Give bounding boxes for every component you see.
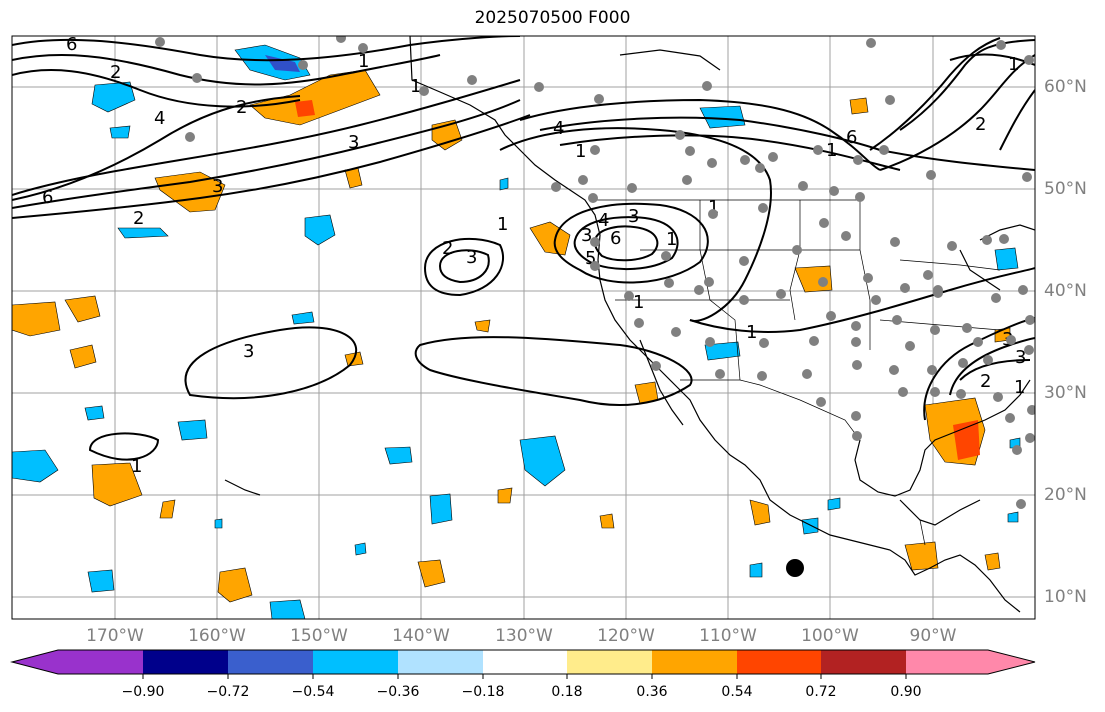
contour-label: 5 bbox=[585, 248, 596, 269]
contour-labels: 6 2 1 2 1 3 4 4 3 6 2 2 3 3 1 1 1 1 4 3 … bbox=[42, 34, 1026, 477]
colorbar-tick-label: −0.90 bbox=[121, 684, 165, 700]
contour-label: 2 bbox=[110, 62, 121, 83]
contour-label: 6 bbox=[846, 127, 857, 148]
contour-label: 3 bbox=[212, 176, 223, 197]
colorbar-tick-label: −0.72 bbox=[206, 684, 250, 700]
colorbar-tick-label: 0.36 bbox=[636, 684, 668, 700]
colorbar-tick-label: 0.18 bbox=[551, 684, 583, 700]
contour-label: 4 bbox=[154, 108, 165, 129]
contour-label: 1 bbox=[131, 456, 142, 477]
contour-label: 4 bbox=[598, 210, 609, 231]
lon-label: 90°W bbox=[909, 626, 957, 646]
lat-label: 10°N bbox=[1044, 587, 1087, 607]
lon-label: 120°W bbox=[597, 626, 655, 646]
contour-label: 1 bbox=[666, 229, 677, 250]
coastlines bbox=[224, 36, 1035, 613]
highlight-marker-dot bbox=[786, 559, 804, 577]
negative-anomaly-patches bbox=[12, 44, 1021, 619]
colorbar-tick-label: 0.54 bbox=[721, 684, 753, 700]
strong-positive-cores bbox=[295, 100, 980, 460]
lon-label: 110°W bbox=[699, 626, 757, 646]
contour-label: 3 bbox=[1015, 347, 1026, 368]
contour-label: 3 bbox=[348, 132, 359, 153]
lat-label: 30°N bbox=[1044, 383, 1087, 403]
colorbar-tick-label: −0.54 bbox=[291, 684, 335, 700]
contour-label: 6 bbox=[610, 228, 621, 249]
lon-label: 150°W bbox=[290, 626, 348, 646]
contour-label: 1 bbox=[497, 214, 508, 235]
map-title: 2025070500 F000 bbox=[474, 8, 631, 28]
contour-label: 2 bbox=[975, 114, 986, 135]
lat-label: 40°N bbox=[1044, 281, 1087, 301]
lat-label: 50°N bbox=[1044, 179, 1087, 199]
colorbar-tick-label: −0.36 bbox=[376, 684, 420, 700]
lat-label: 60°N bbox=[1044, 77, 1087, 97]
colorbar bbox=[10, 649, 1036, 679]
colorbar-tick-label: 0.72 bbox=[805, 684, 837, 700]
positive-anomaly-patches bbox=[12, 69, 1011, 603]
contour-label: 3 bbox=[581, 225, 592, 246]
lon-label: 100°W bbox=[801, 626, 859, 646]
lon-label: 170°W bbox=[86, 626, 144, 646]
contour-label: 3 bbox=[628, 206, 639, 227]
contour-label: 2 bbox=[980, 371, 991, 392]
colorbar-tick-label: 0.90 bbox=[890, 684, 922, 700]
contour-label: 1 bbox=[826, 140, 837, 161]
contour-label: 3 bbox=[243, 341, 254, 362]
lon-label: 140°W bbox=[392, 626, 450, 646]
lon-label: 160°W bbox=[188, 626, 246, 646]
contour-label: 1 bbox=[575, 141, 586, 162]
lat-label: 20°N bbox=[1044, 485, 1087, 505]
contour-label: 2 bbox=[442, 238, 453, 259]
contour-label: 2 bbox=[236, 97, 247, 118]
contour-label: 1 bbox=[1014, 377, 1025, 398]
contour-label: 2 bbox=[133, 208, 144, 229]
contour-label: 1 bbox=[358, 51, 369, 72]
contour-label: 1 bbox=[1008, 54, 1019, 75]
colorbar-tick-label: −0.18 bbox=[461, 684, 505, 700]
colorbar-extend-low bbox=[12, 650, 58, 674]
station-dots bbox=[155, 36, 1035, 509]
contour-label: 1 bbox=[746, 322, 757, 343]
contour-label: 6 bbox=[42, 187, 53, 208]
map-frame bbox=[11, 35, 1036, 620]
contour-label: 4 bbox=[553, 118, 564, 139]
contour-label: 1 bbox=[410, 76, 421, 97]
contour-label: 6 bbox=[66, 34, 77, 55]
contour-label: 3 bbox=[466, 247, 477, 268]
colorbar-extend-high bbox=[988, 650, 1035, 674]
contour-label: 1 bbox=[633, 292, 644, 313]
contour-label: 1 bbox=[708, 197, 719, 218]
lon-label: 130°W bbox=[495, 626, 553, 646]
